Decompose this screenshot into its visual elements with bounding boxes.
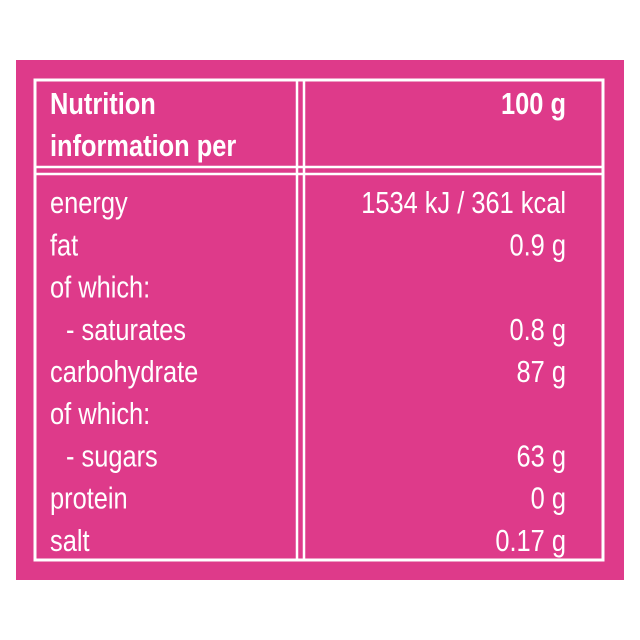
row-label: - sugars [66,439,158,474]
row-value: 87 g [517,355,566,390]
table-text: Nutrition information per 100 g energy 1534 … [50,87,566,559]
row-label: carbohydrate [50,355,198,390]
header-title: Nutrition [50,87,156,122]
table-border [33,78,605,562]
row-label: - saturates [66,312,186,347]
row-value: 63 g [517,439,566,474]
header-value: 100 g [501,87,566,122]
row-label: of which: [50,270,150,305]
row-value: 0.9 g [509,228,566,263]
label-background [16,60,624,580]
row-value: 0.17 g [495,523,566,558]
row-label: energy [50,186,128,221]
header-title: information per [50,129,236,164]
row-label: protein [50,481,128,516]
row-label: fat [50,228,78,263]
row-value: 0 g [531,481,566,516]
row-label: of which: [50,397,150,432]
row-value: 1534 kJ / 361 kcal [361,186,566,221]
row-value: 0.8 g [509,312,566,347]
row-label: salt [50,523,90,558]
